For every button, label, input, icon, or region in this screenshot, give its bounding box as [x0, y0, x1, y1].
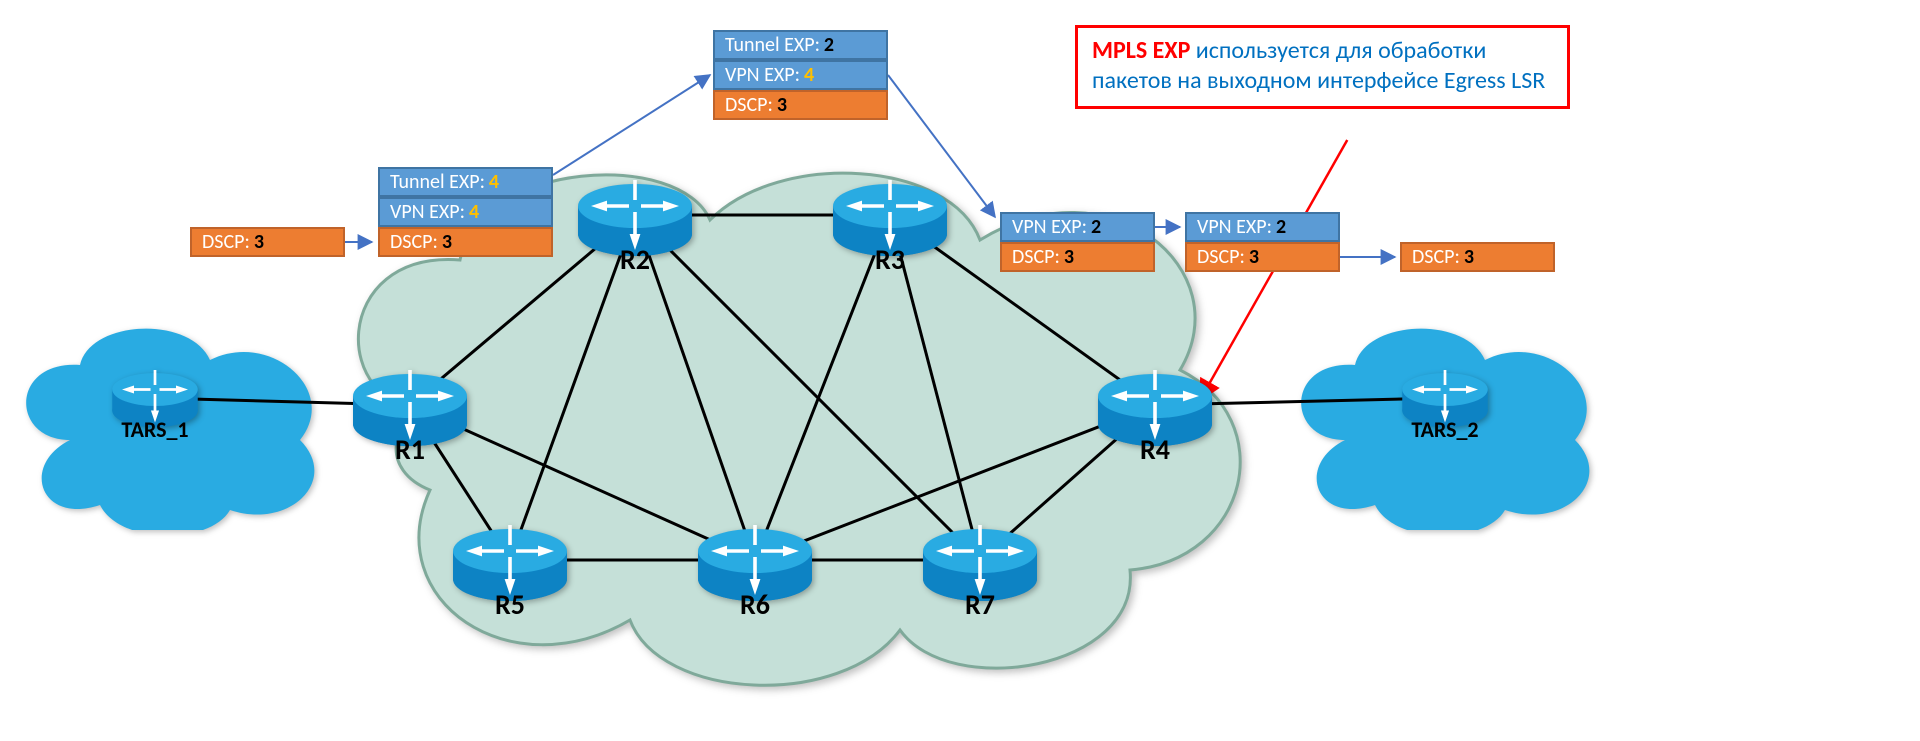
label-s0: DSCP: 3 — [190, 227, 345, 257]
router-label: TARS_1 — [121, 416, 188, 443]
router-R3: R3 — [830, 180, 950, 250]
router-label: R5 — [495, 587, 525, 622]
router-label: R3 — [875, 242, 905, 277]
label-s2: DSCP: 3 — [713, 90, 888, 120]
router-R4: R4 — [1095, 370, 1215, 440]
label-s1: DSCP: 3 — [378, 227, 553, 257]
diagram-stage: DSCP: 3Tunnel EXP: 4VPN EXP: 4DSCP: 3Tun… — [0, 0, 1920, 741]
router-TARS2: TARS_2 — [1400, 370, 1490, 425]
router-R1: R1 — [350, 370, 470, 440]
label-s2: Tunnel EXP: 2 — [713, 30, 888, 60]
router-label: R1 — [395, 432, 425, 467]
router-label: R4 — [1140, 432, 1170, 467]
router-TARS1: TARS_1 — [110, 370, 200, 425]
label-s5: DSCP: 3 — [1400, 242, 1555, 272]
label-s1: Tunnel EXP: 4 — [378, 167, 553, 197]
label-s3: DSCP: 3 — [1000, 242, 1155, 272]
router-R7: R7 — [920, 525, 1040, 595]
router-R5: R5 — [450, 525, 570, 595]
label-s2: VPN EXP: 4 — [713, 60, 888, 90]
label-s1: VPN EXP: 4 — [378, 197, 553, 227]
router-R6: R6 — [695, 525, 815, 595]
router-label: TARS_2 — [1411, 416, 1478, 443]
label-s4: VPN EXP: 2 — [1185, 212, 1340, 242]
router-R2: R2 — [575, 180, 695, 250]
label-s4: DSCP: 3 — [1185, 242, 1340, 272]
router-label: R2 — [620, 242, 650, 277]
callout-red-text: MPLS EXP — [1092, 36, 1190, 65]
router-label: R6 — [740, 587, 770, 622]
callout-box: MPLS EXP используется для обработки паке… — [1075, 25, 1570, 109]
label-s3: VPN EXP: 2 — [1000, 212, 1155, 242]
router-label: R7 — [965, 587, 995, 622]
